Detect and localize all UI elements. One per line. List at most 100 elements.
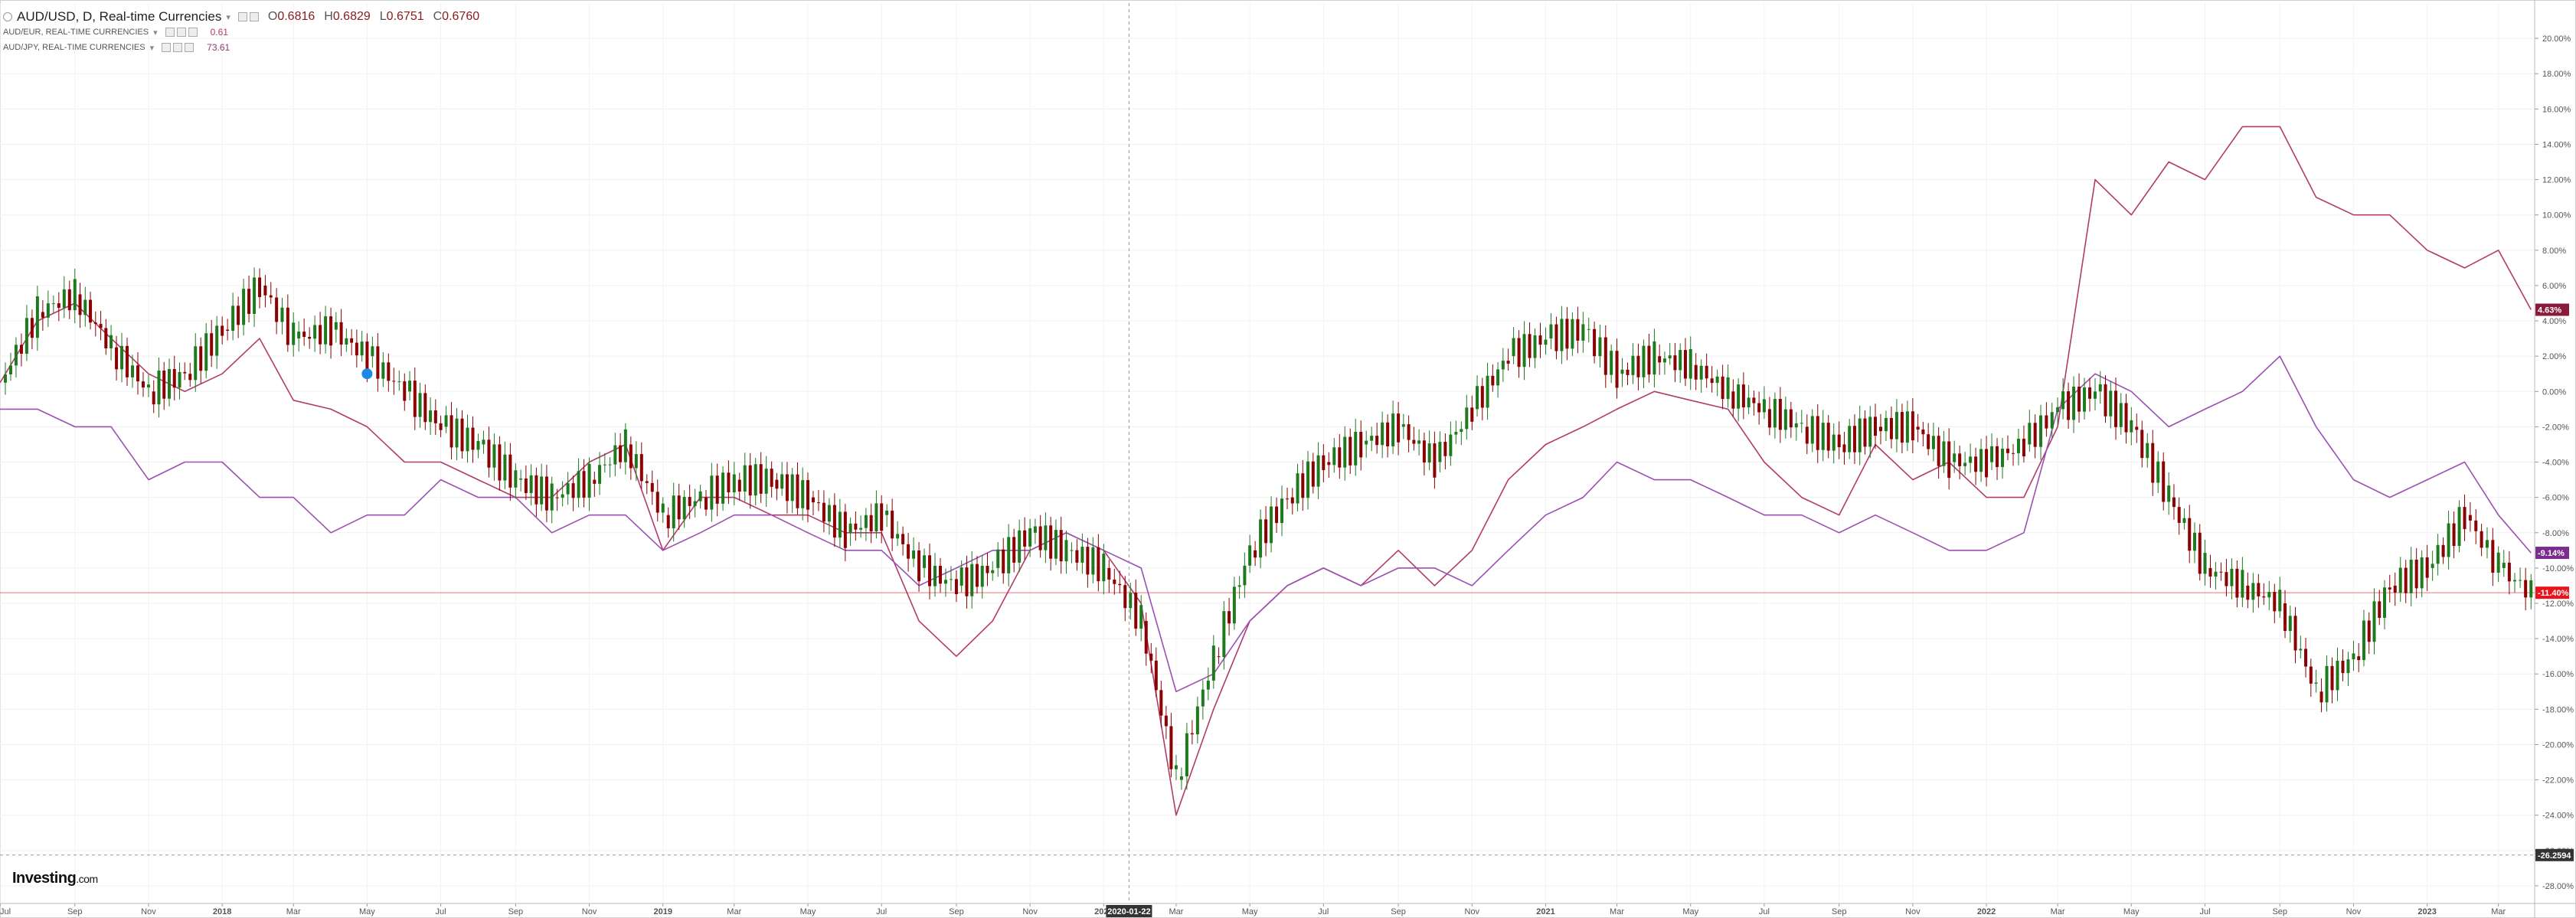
hide-icon[interactable] [162,43,172,52]
candle-body [1470,407,1474,422]
y-tick-label: 0.00% [2542,387,2566,397]
candle-body [540,476,544,505]
candle-body [1397,413,1401,443]
chevron-down-icon[interactable]: ▾ [153,28,158,38]
candle-body [864,515,868,528]
x-tick-label: Sep [508,907,524,916]
price-axis[interactable]: 20.00% 18.00% 16.00% 14.00% 12.00% 10.00% 8.00… [2535,34,2574,891]
candle-body [2011,452,2015,454]
x-tick-label: Sep [1391,907,1406,916]
compare-row-aud-eur[interactable]: AUD/EUR, REAL-TIME CURRENCIES ▾ 0.61 [3,25,489,40]
x-tick-label: Sep [67,907,83,916]
settings-icon[interactable] [173,43,183,52]
remove-icon[interactable] [185,43,195,52]
candle-body [2330,665,2334,691]
candle-body [460,418,464,452]
candle-body [439,423,443,430]
candle-body [1465,407,1469,430]
candle-body [582,471,586,498]
collapse-legend-icon[interactable] [3,12,12,21]
candle-body [880,503,884,531]
candle-body [215,325,219,356]
symbol-title[interactable]: AUD/USD, D, Real-time Currencies [17,9,222,24]
candle-body [869,515,873,532]
candle-body [1123,585,1127,609]
candle-body [785,474,789,501]
candle-body [2491,540,2495,573]
candle-body [444,415,448,427]
candle-body [1028,528,1032,547]
candle-body [2072,386,2076,420]
candle-body [1476,386,1479,410]
candle-body [204,333,208,371]
candle-body [698,491,702,501]
candle-body [162,370,166,399]
y-tick-label: -14.00% [2542,635,2574,644]
settings-icon[interactable] [176,28,186,37]
candle-body [748,465,752,496]
candle-body [345,338,348,345]
candle-body [1506,361,1510,364]
candle-body [319,325,322,345]
candle-body [1905,411,1909,443]
candle-body [1064,540,1068,562]
candle-body [727,472,731,493]
time-axis[interactable]: Jul Sep Nov 2018 Mar May Jul Sep Nov 2019 Mar May Ju… [0,903,2506,916]
candle-body [1710,378,1714,384]
candle-body [2061,391,2065,410]
candle-body [2208,567,2212,577]
settings-icon[interactable] [249,12,259,21]
candle-body [324,316,328,345]
candle-body [519,478,523,480]
candle-body [2083,387,2087,412]
crosshair-date-label: 2020-01-22 [1107,907,1150,916]
candle-body [2177,507,2181,523]
candle-body [682,496,686,520]
candle-body [2033,423,2037,447]
candle-body [598,465,602,484]
candle-body [1443,442,1447,456]
main-symbol-row[interactable]: AUD/USD, D, Real-time Currencies ▾ O0.68… [3,9,489,25]
compare-label[interactable]: AUD/JPY, REAL-TIME CURRENCIES [3,43,145,52]
candle-body [710,475,714,510]
compare-label[interactable]: AUD/EUR, REAL-TIME CURRENCIES [3,28,149,37]
crosshair-value-label: -26.2594 [2538,851,2571,861]
candle-body [397,381,401,383]
candle-body [2346,659,2350,674]
candle-body [1417,440,1421,444]
candle-body [2529,580,2533,598]
candle-body [1496,369,1500,386]
candle-body [854,523,858,530]
candle-body [1773,399,1777,428]
event-marker-icon[interactable] [361,368,373,380]
x-tick-label: Nov [141,907,156,916]
compare-row-aud-jpy[interactable]: AUD/JPY, REAL-TIME CURRENCIES ▾ 73.61 [3,40,489,55]
candle-body [476,441,480,450]
candle-body [801,480,805,508]
candle-body [1894,412,1898,439]
hide-icon[interactable] [165,28,175,37]
candle-body [1778,399,1782,430]
chevron-down-icon[interactable]: ▾ [226,12,230,22]
y-tick-label: 4.00% [2542,317,2566,326]
candle-body [1757,403,1761,413]
candle-body [2304,648,2308,667]
candle-body [1217,656,1221,658]
candle-body [655,492,659,513]
remove-icon[interactable] [188,28,198,37]
crosshair-value-badge [2535,848,2574,861]
candle-body [2104,384,2107,417]
compare-value: 0.61 [210,27,228,38]
candle-body [1222,611,1226,658]
last-value-badge [2535,586,2569,599]
chevron-down-icon[interactable]: ▾ [149,43,155,53]
hide-icon[interactable] [237,12,247,21]
x-tick-label: Mar [2051,907,2065,916]
candle-body [571,483,575,498]
candle-body [2336,660,2339,691]
crosshair-overlays: 2020-01-22 -26.2594 [0,3,2574,917]
candle-body [2172,497,2176,508]
candle-body [1375,436,1379,446]
y-tick-label: -18.00% [2542,705,2574,714]
